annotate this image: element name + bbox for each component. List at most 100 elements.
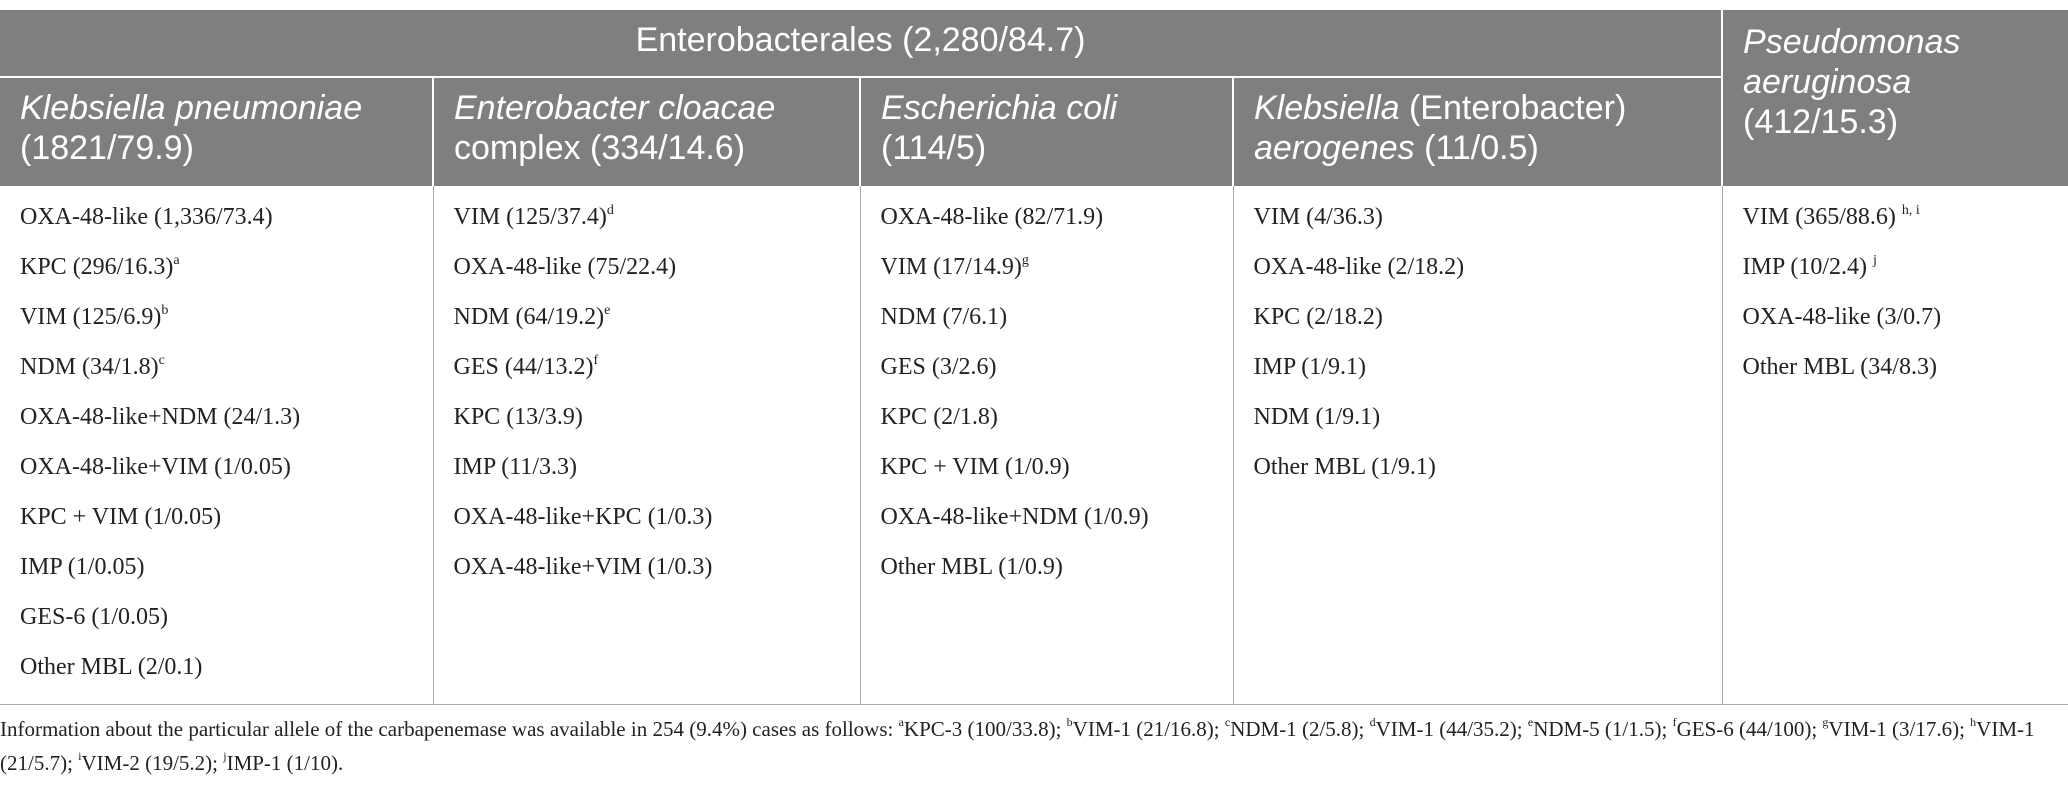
header-part: Pseudomonas aeruginosa [1743,23,1961,101]
entry: OXA-48-like (1,336/73.4) [20,198,413,248]
header-part: (412/15.3) [1743,103,1899,141]
entry: Other MBL (34/8.3) [1743,348,2049,398]
entry: IMP (1/0.05) [20,548,413,598]
entry-text: Other MBL (1/9.1) [1253,454,1436,480]
footnote-text: NDM-5 (1/1.5); [1533,717,1673,741]
entry-text: VIM (365/88.6) [1742,204,1902,230]
header-part: Klebsiella [1254,89,1400,127]
footnote-text: GES-6 (44/100); [1676,717,1823,741]
entry-text: IMP (1/0.05) [20,554,145,580]
footnote-intro: Information about the particular allele … [0,717,899,741]
footnote-marker: h [1970,715,1977,729]
entry-text: IMP (11/3.3) [453,454,578,480]
entry: Other MBL (1/9.1) [1254,448,1702,498]
footnote-marker: h, i [1901,203,1920,218]
footnote-marker: a [173,253,180,268]
entry: Other MBL (1/0.9) [881,548,1213,598]
footnote-marker: a [898,715,904,729]
footnote-text: VIM-2 (19/5.2); [81,751,224,775]
entry: KPC + VIM (1/0.05) [20,498,413,548]
entry: GES (44/13.2)f [454,348,840,398]
entry: IMP (11/3.3) [454,448,840,498]
entry-text: OXA-48-like (3/0.7) [1742,304,1942,330]
entry-text: OXA-48-like+VIM (1/0.3) [453,554,713,580]
entry: OXA-48-like+NDM (24/1.3) [20,398,413,448]
entry-text: OXA-48-like (2/18.2) [1253,254,1465,280]
entry-text: GES (3/2.6) [880,354,997,380]
entry: VIM (4/36.3) [1254,198,1702,248]
entry: KPC (2/18.2) [1254,298,1702,348]
entry: GES (3/2.6) [881,348,1213,398]
footnote-marker: e [604,303,611,318]
header-part: Klebsiella pneumoniae [20,89,363,127]
entry: NDM (34/1.8)c [20,348,413,398]
column-cell: OXA-48-like (1,336/73.4) KPC (296/16.3)a V… [0,186,433,705]
entry: KPC (2/1.8) [881,398,1213,448]
footnote-marker: f [593,353,599,368]
footnote-marker: j [223,749,227,763]
entry-text: GES-6 (1/0.05) [20,604,168,630]
footnote-marker: d [606,203,614,218]
footnote-text: VIM-1 (21/5.7); [0,717,2035,775]
header-part: aerogenes [1254,129,1415,167]
column-header: Klebsiella (Enterobacter) aerogenes (11/… [1231,77,1723,186]
entry-text: OXA-48-like+KPC (1/0.3) [453,504,713,530]
entry-text: OXA-48-like (1,336/73.4) [20,204,273,230]
entry: NDM (64/19.2)e [454,298,840,348]
entry: NDM (1/9.1) [1254,398,1702,448]
entry: VIM (365/88.6) h, i [1743,198,2049,248]
entry: OXA-48-like (3/0.7) [1743,298,2049,348]
footnote-marker: g [1021,253,1029,268]
entry-text: NDM (7/6.1) [880,304,1008,330]
entry-text: GES (44/13.2) [453,354,594,380]
footnote-text: KPC-3 (100/33.8); [903,717,1067,741]
footnote-text: NDM-1 (2/5.8); [1230,717,1370,741]
footnote-marker: g [1822,715,1829,729]
entry: OXA-48-like+VIM (1/0.05) [20,448,413,498]
entry-text: KPC (13/3.9) [453,404,583,430]
entry-text: VIM (125/6.9) [20,304,162,330]
column-header: Enterobacter cloacae complex (334/14.6) [432,77,860,186]
entry-text: VIM (4/36.3) [1253,204,1383,230]
entry-text: OXA-48-like (82/71.9) [880,204,1104,230]
header-part: (11/0.5) [1414,129,1539,167]
column-cell: OXA-48-like (82/71.9) VIM (17/14.9)g NDM (… [859,186,1233,705]
entry-text: KPC + VIM (1/0.05) [20,504,222,530]
entry: KPC (13/3.9) [454,398,840,448]
entry: OXA-48-like+VIM (1/0.3) [454,548,840,598]
entry-text: OXA-48-like+NDM (24/1.3) [20,404,301,430]
entry-text: OXA-48-like+VIM (1/0.05) [20,454,291,480]
column-cell: VIM (4/36.3) OXA-48-like (2/18.2) KPC (2/1… [1232,186,1723,705]
footnote-marker: f [1672,715,1677,729]
column-cell: VIM (365/88.6) h, i IMP (10/2.4) j OXA-48-… [1721,186,2068,705]
footnote-text: IMP-1 (1/10). [226,751,344,775]
footnote-marker: c [158,353,165,368]
entry-text: OXA-48-like+NDM (1/0.9) [880,504,1149,530]
footnote-marker: i [78,749,82,763]
entry: OXA-48-like+KPC (1/0.3) [454,498,840,548]
entry-text: KPC + VIM (1/0.9) [880,454,1070,480]
entry: KPC (296/16.3)a [20,248,413,298]
header-part: complex (334/14.6) [454,129,746,167]
carbapenemase-table: Enterobacterales (2,280/84.7) Pseudomonas… [0,10,2068,705]
entry-text: NDM (34/1.8) [20,354,159,380]
footnote-marker: j [1872,253,1877,268]
entry-text: Other MBL (2/0.1) [20,654,203,680]
footnote-marker: b [1066,715,1073,729]
footnote-marker: b [161,303,169,318]
entry-text: VIM (17/14.9) [880,254,1022,280]
footnote-marker: c [1224,715,1231,729]
entry: IMP (1/9.1) [1254,348,1702,398]
header-part: (1821/79.9) [20,129,194,167]
entry-text: Other MBL (1/0.9) [880,554,1063,580]
header-part: (Enterobacter) [1399,89,1627,127]
entry-text: KPC (2/18.2) [1253,304,1383,330]
entry-text: IMP (1/9.1) [1253,354,1366,380]
footnote: Information about the particular allele … [0,712,2050,780]
column-header: Pseudomonas aeruginosa (412/15.3) [1721,10,2068,186]
column-header: Escherichia coli (114/5) [859,77,1233,186]
footnote-text: VIM-1 (44/35.2); [1375,717,1528,741]
entry: OXA-48-like (82/71.9) [881,198,1213,248]
entry-text: KPC (2/1.8) [880,404,998,430]
